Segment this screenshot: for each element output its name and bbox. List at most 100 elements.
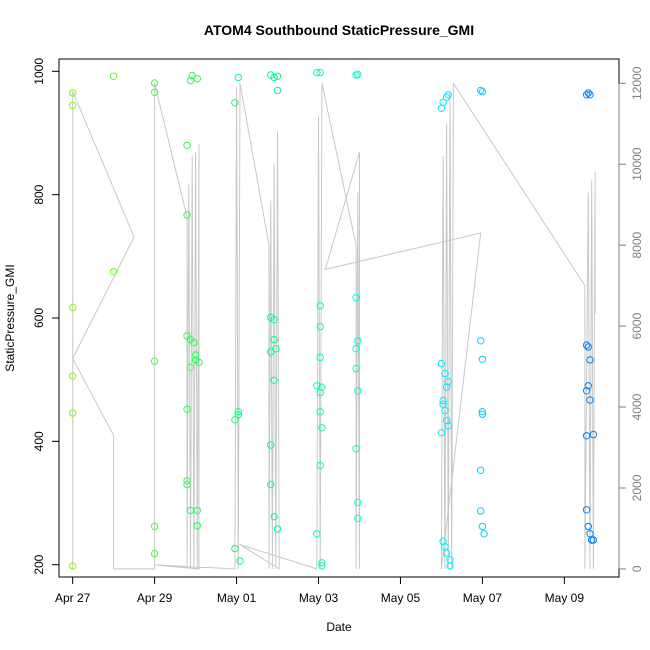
data-point — [69, 409, 77, 417]
data-point — [316, 408, 324, 416]
data-point — [316, 322, 324, 331]
data-point — [69, 101, 77, 110]
data-point — [318, 383, 326, 391]
y2-tick-label: 0 — [630, 565, 644, 572]
data-point — [318, 559, 326, 567]
data-point — [316, 353, 324, 362]
y-axis-label: StaticPressure_GMI — [3, 264, 17, 371]
y2-tick-label: 4000 — [630, 393, 644, 420]
data-point — [234, 408, 243, 416]
data-point — [589, 430, 598, 439]
data-point — [477, 86, 485, 95]
data-point — [354, 70, 362, 79]
series-line-path — [72, 81, 596, 570]
data-point — [195, 358, 203, 367]
data-point — [193, 522, 202, 530]
data-point — [231, 416, 239, 424]
chart-title: ATOM4 Southbound StaticPressure_GMI — [204, 22, 474, 38]
data-point — [150, 79, 159, 87]
data-point — [584, 382, 592, 390]
data-point — [437, 429, 446, 437]
data-point — [273, 86, 282, 95]
data-point — [69, 562, 77, 570]
y-tick-label: 200 — [32, 554, 46, 574]
data-point — [582, 432, 591, 440]
data-point — [231, 544, 239, 553]
data-point — [273, 525, 282, 533]
x-tick-label: May 09 — [545, 591, 585, 605]
data-point — [352, 345, 360, 353]
data-point — [584, 343, 592, 351]
data-point — [267, 480, 275, 489]
data-point — [316, 461, 324, 470]
data-point — [231, 99, 239, 107]
data-point — [186, 363, 195, 371]
data-point — [477, 507, 485, 515]
data-point — [193, 75, 202, 83]
data-point — [313, 530, 321, 538]
data-point — [586, 91, 594, 99]
x-tick-label: Apr 27 — [55, 591, 91, 605]
x-axis-label: Date — [326, 620, 352, 634]
data-point — [193, 506, 202, 515]
data-point — [586, 356, 594, 364]
data-point — [183, 477, 191, 485]
data-point — [584, 522, 592, 531]
data-point — [267, 441, 275, 449]
data-point — [270, 376, 278, 384]
data-point — [478, 410, 487, 418]
data-point — [69, 303, 77, 312]
data-point — [441, 406, 449, 415]
y2-tick-label: 10000 — [630, 147, 644, 181]
x-axis: Apr 27 Apr 29 May 01 May 03 May 05 May 07 May … — [55, 576, 585, 605]
data-point — [444, 377, 452, 386]
x-tick-label: May 07 — [463, 591, 503, 605]
data-point — [582, 91, 591, 99]
y2-tick-label: 12000 — [630, 66, 644, 100]
data-point — [270, 73, 278, 82]
data-point — [478, 408, 487, 416]
data-point — [439, 396, 447, 405]
data-point — [186, 76, 195, 85]
data-point — [437, 359, 446, 368]
data-point — [273, 72, 282, 81]
data-point — [236, 557, 244, 565]
data-point — [442, 549, 451, 557]
data-point — [191, 351, 200, 359]
data-point — [109, 268, 118, 276]
data-point — [150, 88, 159, 97]
data-point — [313, 382, 321, 390]
data-point — [150, 522, 159, 531]
data-point — [69, 89, 77, 97]
data-point — [478, 88, 487, 96]
y-tick-label: 1000 — [32, 58, 46, 85]
data-point — [584, 89, 592, 97]
data-point — [234, 73, 243, 82]
data-point — [318, 562, 326, 570]
data-point — [354, 337, 362, 345]
data-point — [190, 339, 198, 347]
y-tick-label: 800 — [32, 184, 46, 204]
data-point — [352, 364, 360, 373]
data-point — [183, 141, 191, 150]
data-point — [318, 424, 326, 432]
data-point — [183, 211, 191, 219]
y-tick-label: 400 — [32, 431, 46, 451]
data-point — [478, 355, 487, 363]
data-point — [313, 68, 321, 77]
data-point — [354, 498, 362, 507]
data-point — [270, 335, 278, 344]
data-point — [439, 98, 447, 106]
data-point — [354, 514, 362, 523]
y-tick-label: 600 — [32, 308, 46, 328]
data-point — [444, 422, 452, 430]
data-point — [354, 387, 362, 395]
data-point — [444, 91, 452, 99]
data-point — [270, 512, 278, 521]
point-series — [69, 68, 598, 570]
data-point — [150, 549, 159, 558]
x-tick-label: Apr 29 — [137, 591, 173, 605]
data-point — [109, 72, 118, 81]
data-point — [589, 536, 598, 544]
